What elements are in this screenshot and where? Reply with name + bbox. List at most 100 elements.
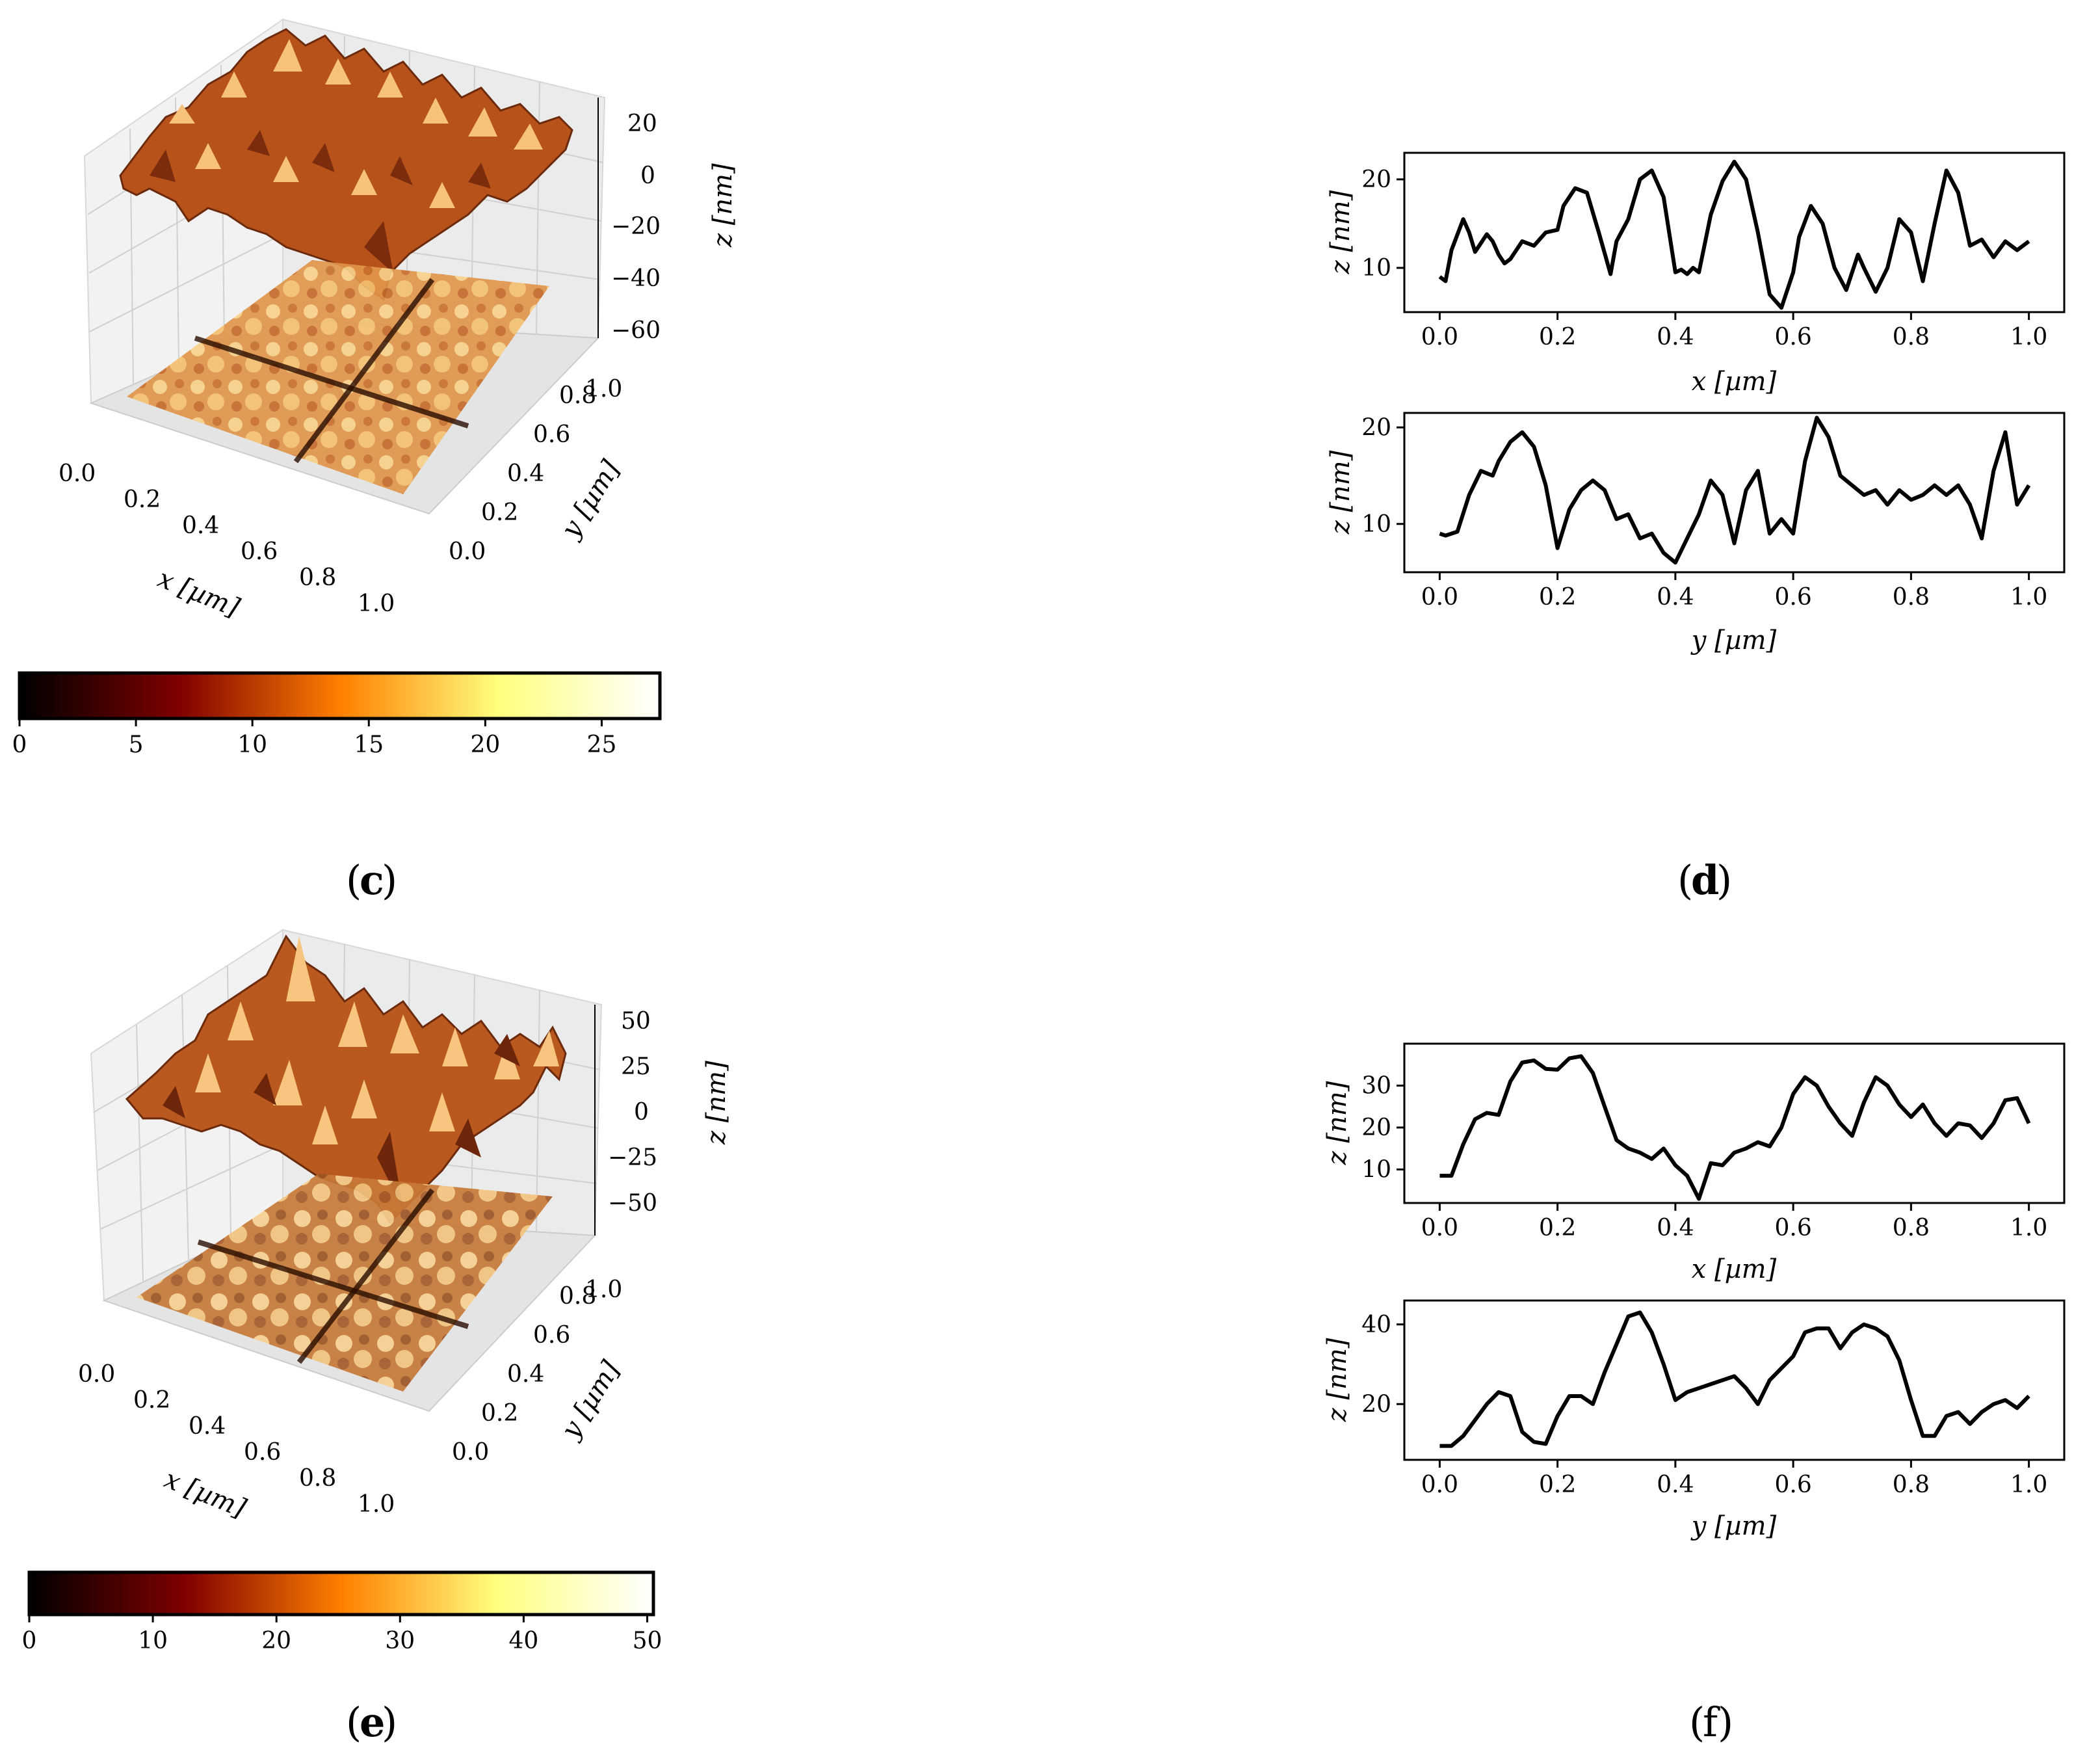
ylabel: z [nm] xyxy=(1322,1081,1352,1165)
e-xtick: 0.0 xyxy=(78,1361,115,1388)
e-ytick: 1.0 xyxy=(585,1276,622,1303)
xtick-label: 1.0 xyxy=(2010,1215,2047,1241)
colorbar-c-ticks: 0 5 10 15 20 25 xyxy=(12,719,617,758)
xticks: 0.0 0.2 0.4 0.6 0.8 1.0 xyxy=(1421,1203,2047,1241)
c-ztick: 20 xyxy=(627,111,657,137)
colorbar-tick-label: 10 xyxy=(138,1628,168,1654)
xtick-label: 0.0 xyxy=(1421,584,1458,611)
c-xtick: 0.8 xyxy=(299,564,336,591)
svg-text:): ) xyxy=(1718,1698,1733,1746)
xlabel: x [µm] xyxy=(1692,367,1777,397)
colorbar-tick-label: 30 xyxy=(385,1628,415,1654)
colorbar-tick-label: 10 xyxy=(237,732,267,758)
yticks: 10 20 xyxy=(1361,414,1404,538)
profile-line xyxy=(1438,159,2030,310)
e-ytick: 0.4 xyxy=(507,1361,544,1388)
e-ztick: −25 xyxy=(608,1144,657,1171)
profile-line-x xyxy=(197,1239,469,1329)
c-xtick: 0.2 xyxy=(124,486,161,513)
c-ztick: −60 xyxy=(611,317,661,344)
e-x-axis: 0.0 0.2 0.4 0.6 0.8 1.0 x [µm] xyxy=(78,1361,395,1524)
surface3d-c xyxy=(83,18,606,515)
e-ytick: 0.2 xyxy=(481,1400,518,1427)
colorbar-tick-label: 50 xyxy=(633,1628,663,1654)
xtick-label: 0.2 xyxy=(1539,324,1576,350)
xtick-label: 0.8 xyxy=(1893,324,1930,350)
panel-label-c: (c) xyxy=(346,856,397,904)
ytick-label: 20 xyxy=(1361,166,1391,193)
yticks: 10 20 30 xyxy=(1361,1072,1404,1183)
colorbar-tick-label: 20 xyxy=(470,732,500,758)
svg-text:(: ( xyxy=(346,1698,361,1746)
plot-frame xyxy=(1403,1299,2066,1461)
ytick-label: 30 xyxy=(1361,1072,1391,1099)
xtick-label: 0.8 xyxy=(1893,1215,1930,1241)
svg-text:): ) xyxy=(382,1698,397,1746)
xticks: 0.0 0.2 0.4 0.6 0.8 1.0 xyxy=(1421,1460,2047,1498)
colorbar-tick-label: 0 xyxy=(12,732,27,758)
colorbar-tick-label: 5 xyxy=(129,732,144,758)
ylabel: z [nm] xyxy=(1326,190,1356,274)
xlabel: x [µm] xyxy=(1692,1254,1777,1284)
svg-text:(: ( xyxy=(346,856,361,904)
e-ytick: 0.0 xyxy=(452,1439,489,1466)
surface3d-e xyxy=(90,929,603,1412)
e-ztick: −50 xyxy=(608,1190,657,1217)
svg-text:): ) xyxy=(382,856,397,904)
c-z-axis: 20 0 −20 −40 −60 z [nm] xyxy=(611,111,738,344)
ylabel: z [nm] xyxy=(1326,450,1356,535)
e-ytick: 0.6 xyxy=(533,1322,570,1349)
e-xtick: 0.8 xyxy=(299,1465,336,1492)
c-ztick: 0 xyxy=(640,163,655,189)
c-xlabel: x [µm] xyxy=(153,564,244,624)
svg-text:f: f xyxy=(1703,1698,1720,1746)
xtick-label: 1.0 xyxy=(2010,1472,2047,1498)
plot-frame xyxy=(1403,1042,2066,1204)
surface-mesh xyxy=(125,934,567,1224)
xtick-label: 0.2 xyxy=(1539,1472,1576,1498)
plot-frame xyxy=(1403,412,2066,574)
profile-line-x xyxy=(194,336,469,429)
panel-label-e: (e) xyxy=(346,1698,397,1746)
xtick-label: 0.0 xyxy=(1421,1215,1458,1241)
e-ytick: 0.8 xyxy=(559,1283,596,1310)
colorbar-c-bar xyxy=(18,671,662,720)
plot-frame xyxy=(1403,152,2066,313)
panel-label-f: (f) xyxy=(1689,1698,1733,1746)
e-ztick: 25 xyxy=(621,1053,651,1080)
profile-line-y xyxy=(293,278,435,464)
svg-text:d: d xyxy=(1691,856,1719,904)
c-ytick: 0.8 xyxy=(559,382,596,409)
profile-line xyxy=(1439,1054,2031,1201)
xtick-label: 0.8 xyxy=(1893,584,1930,611)
floor-map xyxy=(137,1174,553,1392)
svg-text:): ) xyxy=(1716,856,1732,904)
c-ztick: −40 xyxy=(611,265,661,292)
colorbar-tick-label: 25 xyxy=(587,732,617,758)
xtick-label: 1.0 xyxy=(2010,584,2047,611)
c-xtick: 0.6 xyxy=(241,538,278,565)
xtick-label: 0.6 xyxy=(1774,1472,1811,1498)
xtick-label: 0.4 xyxy=(1657,1472,1694,1498)
e-z-axis: 50 25 0 −25 −50 z [nm] xyxy=(608,1008,731,1217)
e-xtick: 0.4 xyxy=(189,1413,226,1440)
c-ytick: 1.0 xyxy=(585,376,622,403)
floor-map xyxy=(127,260,549,494)
colorbar-e: 0 10 20 30 40 50 xyxy=(22,1570,663,1654)
xlabel: y [µm] xyxy=(1690,1511,1777,1541)
xtick-label: 0.4 xyxy=(1657,324,1694,350)
e-ztick: 0 xyxy=(634,1099,649,1126)
c-xtick: 1.0 xyxy=(358,590,395,617)
e-xlabel: x [µm] xyxy=(160,1464,250,1524)
panel-label-d: (d) xyxy=(1677,856,1732,904)
xtick-label: 0.2 xyxy=(1539,1215,1576,1241)
profile-line-y xyxy=(296,1188,435,1364)
xticks: 0.0 0.2 0.4 0.6 0.8 1.0 xyxy=(1421,572,2047,611)
c-ytick: 0.4 xyxy=(507,460,544,487)
svg-text:c: c xyxy=(360,856,384,904)
colorbar-tick-label: 0 xyxy=(22,1628,37,1654)
ytick-label: 10 xyxy=(1361,511,1391,538)
xtick-label: 0.0 xyxy=(1421,1472,1458,1498)
